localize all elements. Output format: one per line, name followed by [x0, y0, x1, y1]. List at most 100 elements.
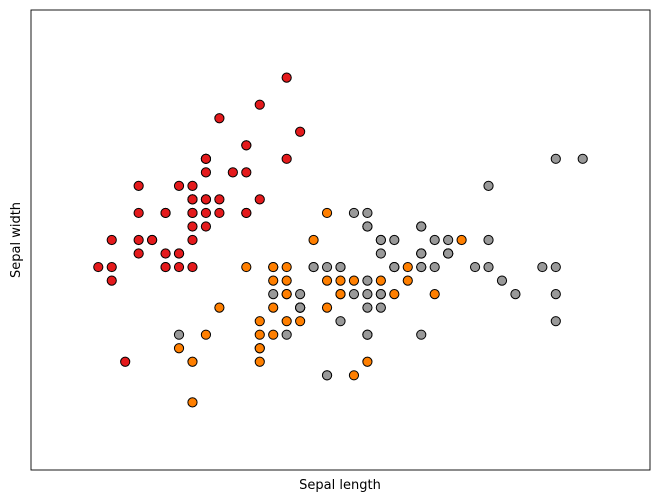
data-point-class-1: [254, 356, 265, 367]
points-layer: [93, 72, 588, 408]
data-point-class-2: [362, 207, 373, 219]
data-point-class-1: [389, 289, 400, 300]
data-point-class-2: [362, 275, 373, 286]
data-point-class-1: [254, 343, 265, 354]
data-point-class-0: [120, 356, 131, 367]
data-point-class-2: [308, 261, 319, 273]
data-point-class-1: [281, 289, 292, 300]
data-point-class-1: [308, 234, 319, 246]
data-point-class-1: [321, 275, 333, 286]
data-point-class-2: [389, 261, 400, 273]
data-point-class-2: [416, 248, 427, 259]
data-point-class-2: [362, 302, 373, 313]
data-point-class-2: [443, 234, 454, 246]
data-point-class-1: [173, 343, 185, 354]
data-point-class-2: [510, 289, 521, 300]
data-point-class-1: [214, 302, 225, 313]
axes-frame: [30, 9, 651, 471]
data-point-class-2: [429, 261, 440, 273]
data-point-class-2: [550, 289, 561, 300]
data-point-class-0: [227, 167, 238, 178]
data-point-class-0: [187, 261, 198, 273]
data-point-class-0: [93, 261, 104, 273]
data-point-class-2: [483, 261, 494, 273]
data-point-class-0: [187, 234, 198, 246]
data-point-class-0: [241, 167, 252, 178]
data-point-class-1: [348, 275, 360, 286]
data-point-class-1: [402, 261, 413, 273]
data-point-class-0: [106, 234, 117, 246]
data-point-class-2: [469, 261, 481, 273]
data-point-class-1: [362, 356, 373, 367]
data-point-class-0: [241, 140, 252, 151]
data-point-class-1: [268, 302, 279, 313]
data-point-class-1: [348, 370, 360, 381]
data-point-class-2: [389, 234, 400, 246]
data-point-class-1: [281, 316, 292, 327]
data-point-class-0: [200, 153, 212, 164]
y-axis-label: Sepal width: [9, 202, 24, 278]
data-point-class-2: [550, 316, 561, 327]
data-point-class-0: [295, 126, 306, 137]
data-point-class-0: [160, 207, 171, 219]
data-point-class-2: [321, 261, 333, 273]
data-point-class-2: [483, 234, 494, 246]
data-point-class-1: [321, 302, 333, 313]
data-point-class-1: [375, 275, 386, 286]
data-point-class-0: [254, 99, 265, 110]
data-point-class-0: [160, 248, 171, 259]
data-point-class-0: [173, 248, 185, 259]
data-point-class-0: [133, 207, 144, 219]
data-point-class-0: [200, 167, 212, 178]
data-point-class-1: [321, 207, 333, 219]
data-point-class-0: [133, 248, 144, 259]
data-point-class-1: [402, 275, 413, 286]
x-axis-label: Sepal length: [299, 478, 381, 493]
data-point-class-1: [335, 275, 346, 286]
data-point-class-0: [173, 261, 185, 273]
data-point-class-1: [187, 397, 198, 408]
data-point-class-0: [281, 153, 292, 164]
data-point-class-1: [295, 316, 306, 327]
data-point-class-2: [443, 248, 454, 259]
data-point-class-0: [133, 180, 144, 191]
data-point-class-0: [173, 180, 185, 191]
data-point-class-2: [348, 289, 360, 300]
data-point-class-1: [456, 234, 467, 246]
data-point-class-0: [133, 234, 144, 246]
data-point-class-0: [200, 221, 212, 232]
data-point-class-1: [268, 275, 279, 286]
data-point-class-2: [173, 329, 185, 340]
data-point-class-1: [281, 275, 292, 286]
data-point-class-2: [375, 248, 386, 259]
data-point-class-2: [416, 261, 427, 273]
data-point-class-2: [362, 221, 373, 232]
data-point-class-1: [254, 316, 265, 327]
data-point-class-2: [295, 302, 306, 313]
data-point-class-0: [200, 207, 212, 219]
data-point-class-2: [416, 329, 427, 340]
data-point-class-2: [375, 234, 386, 246]
data-point-class-1: [268, 261, 279, 273]
data-point-class-2: [335, 261, 346, 273]
data-point-class-0: [147, 234, 158, 246]
data-point-class-2: [416, 221, 427, 232]
data-point-class-2: [429, 234, 440, 246]
data-point-class-0: [281, 72, 292, 83]
data-point-class-2: [537, 261, 548, 273]
data-point-class-1: [268, 329, 279, 340]
data-point-class-0: [106, 275, 117, 286]
data-point-class-2: [375, 302, 386, 313]
data-point-class-1: [241, 261, 252, 273]
data-point-class-2: [362, 289, 373, 300]
data-point-class-2: [295, 289, 306, 300]
data-point-class-2: [483, 180, 494, 191]
data-point-class-0: [214, 113, 225, 124]
data-point-class-0: [106, 261, 117, 273]
data-point-class-1: [200, 329, 212, 340]
data-point-class-0: [187, 194, 198, 205]
data-point-class-2: [577, 153, 588, 164]
data-point-class-0: [214, 194, 225, 205]
data-point-class-2: [348, 207, 360, 219]
